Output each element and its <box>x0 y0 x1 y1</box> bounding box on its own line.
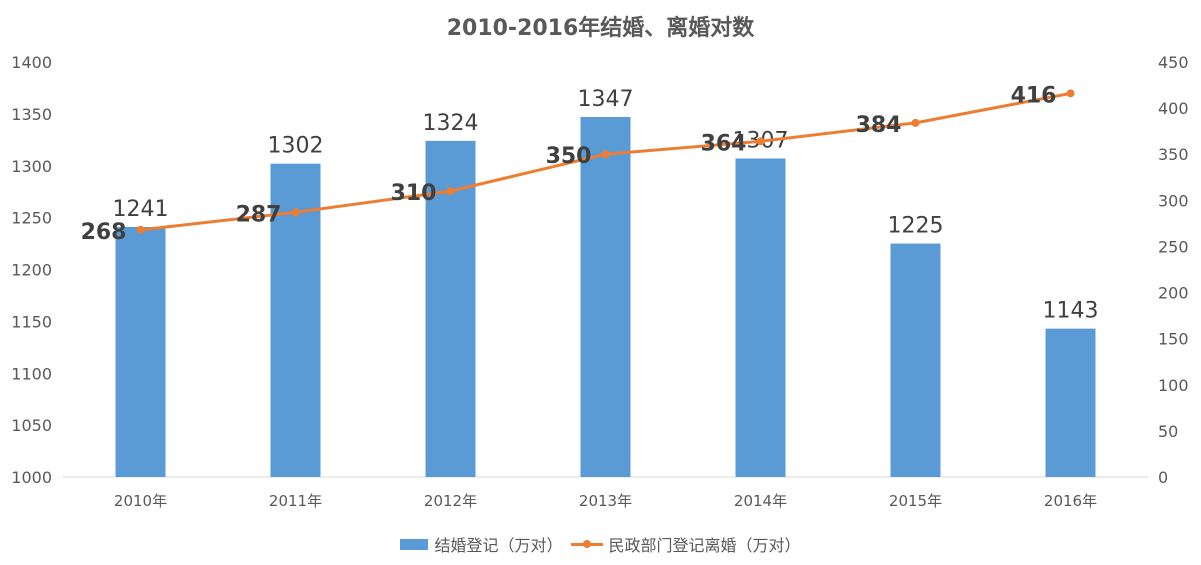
line-point <box>911 118 920 127</box>
right-axis-tick-label: 150 <box>1158 330 1189 349</box>
bar <box>890 243 941 477</box>
right-axis-tick-label: 200 <box>1158 284 1189 303</box>
x-axis-tick-label: 2011年 <box>269 492 322 510</box>
bar <box>425 140 476 477</box>
left-axis-tick-label: 1300 <box>11 157 52 176</box>
x-axis-tick-label: 2012年 <box>424 492 477 510</box>
bar-data-label: 1324 <box>423 111 479 136</box>
line-point <box>1066 89 1075 98</box>
chart-title: 2010-2016年结婚、离婚对数 <box>446 16 755 41</box>
line-point <box>446 187 455 196</box>
bar-data-label: 1143 <box>1043 299 1099 324</box>
bar <box>580 116 631 478</box>
right-axis-tick-label: 350 <box>1158 145 1189 164</box>
line-data-label: 416 <box>1011 83 1057 108</box>
bar-data-label: 1302 <box>268 134 324 159</box>
right-axis-tick-label: 250 <box>1158 237 1189 256</box>
right-axis-tick-label: 100 <box>1158 376 1189 395</box>
bar-data-label: 1241 <box>113 197 169 222</box>
line-point <box>601 150 610 159</box>
bar <box>1045 328 1096 477</box>
left-axis-tick-label: 1150 <box>11 312 52 331</box>
x-axis-tick-label: 2010年 <box>114 492 167 510</box>
legend-bar-swatch <box>400 538 429 550</box>
bar-data-label: 1347 <box>578 87 634 112</box>
bar-data-label: 1225 <box>888 214 944 239</box>
left-axis-tick-label: 1100 <box>11 364 52 383</box>
line-data-label: 384 <box>856 113 902 138</box>
legend-label: 结婚登记（万对） <box>434 536 563 555</box>
x-axis-tick-label: 2015年 <box>889 492 942 510</box>
line-data-label: 268 <box>81 220 127 245</box>
left-axis-tick-label: 1400 <box>11 53 52 72</box>
line-data-label: 364 <box>701 131 747 156</box>
x-axis-tick-label: 2014年 <box>734 492 787 510</box>
bar <box>115 226 166 477</box>
line-data-label: 350 <box>546 144 592 169</box>
left-axis-tick-label: 1350 <box>11 105 52 124</box>
legend-label: 民政部门登记离婚（万对） <box>608 536 801 555</box>
left-axis-tick-label: 1050 <box>11 416 52 435</box>
x-axis-tick-label: 2013年 <box>579 492 632 510</box>
x-axis-tick-label: 2016年 <box>1044 492 1097 510</box>
legend-item-marriage[interactable]: 结婚登记（万对） <box>400 532 563 556</box>
legend-line-swatch <box>570 538 603 550</box>
line-data-label: 287 <box>236 202 282 227</box>
right-axis-tick-label: 400 <box>1158 99 1189 118</box>
line-point <box>136 225 145 234</box>
bar <box>735 158 786 478</box>
line-data-label: 310 <box>391 181 437 206</box>
legend-item-divorce[interactable]: 民政部门登记离婚（万对） <box>570 532 801 556</box>
right-axis-tick-label: 0 <box>1158 468 1168 487</box>
right-axis-tick-label: 450 <box>1158 53 1189 72</box>
line-point <box>756 137 765 146</box>
legend: 结婚登记（万对） 民政部门登记离婚（万对） <box>0 532 1201 556</box>
left-axis-tick-label: 1250 <box>11 209 52 228</box>
left-axis-tick-label: 1200 <box>11 261 52 280</box>
right-axis-tick-label: 50 <box>1158 422 1178 441</box>
left-axis-tick-label: 1000 <box>11 468 52 487</box>
right-axis-tick-label: 300 <box>1158 191 1189 210</box>
line-point <box>291 208 300 217</box>
